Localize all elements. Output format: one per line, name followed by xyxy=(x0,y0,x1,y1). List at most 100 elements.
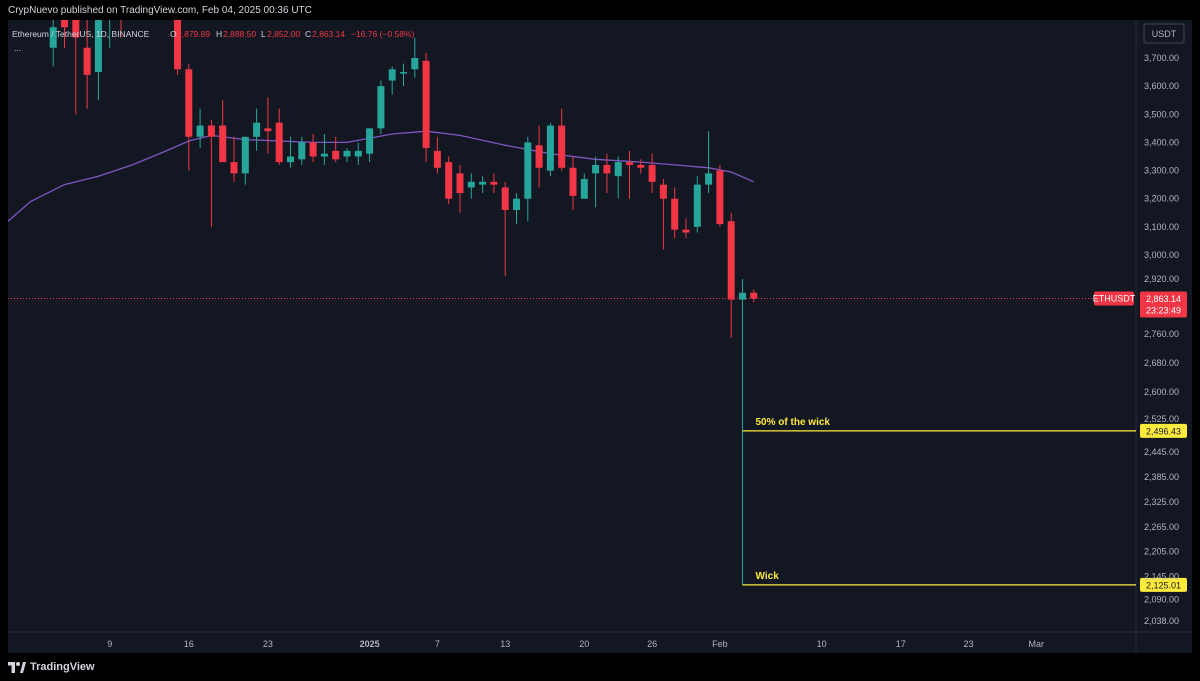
candle-body xyxy=(558,125,566,168)
candle[interactable] xyxy=(366,128,374,163)
candle[interactable] xyxy=(490,173,498,194)
candle[interactable] xyxy=(185,63,193,171)
candle-body xyxy=(705,173,713,185)
candle-body xyxy=(648,164,656,182)
candle[interactable] xyxy=(388,66,396,95)
candle[interactable] xyxy=(648,153,656,194)
candle[interactable] xyxy=(298,136,306,165)
candle[interactable] xyxy=(61,20,68,48)
candle-body xyxy=(546,125,554,171)
legend-low: 2,852.00 xyxy=(267,29,300,39)
candle-body xyxy=(535,145,543,168)
candle[interactable] xyxy=(174,20,181,75)
candle[interactable] xyxy=(705,131,713,194)
candle[interactable] xyxy=(592,156,600,208)
candle[interactable] xyxy=(603,153,611,194)
candle[interactable] xyxy=(580,173,588,199)
candle[interactable] xyxy=(535,125,543,188)
candle[interactable] xyxy=(558,108,566,171)
price-tick-label: 2,760.00 xyxy=(1144,329,1179,339)
candle[interactable] xyxy=(693,176,701,233)
chart-panel[interactable]: 50% of the wick 2,496.43 Wick 2,125.01 ETHUS… xyxy=(8,20,1192,653)
candle[interactable] xyxy=(106,20,113,48)
candles-layer[interactable] xyxy=(49,20,758,585)
candle[interactable] xyxy=(626,150,633,199)
grid xyxy=(8,20,1192,653)
candle[interactable] xyxy=(501,181,509,276)
candle-body xyxy=(626,162,633,165)
legend-high: 2,888.50 xyxy=(223,29,256,39)
price-tick-label: 2,205.00 xyxy=(1144,547,1179,557)
candle[interactable] xyxy=(94,20,102,101)
candle[interactable] xyxy=(716,164,724,227)
candle[interactable] xyxy=(320,133,328,165)
candle-body xyxy=(750,292,758,299)
price-tick-label: 2,920.00 xyxy=(1144,274,1179,284)
candle[interactable] xyxy=(411,37,419,78)
legend-symbol[interactable]: Ethereum / TetherUS, 1D, BINANCE xyxy=(12,29,150,39)
candle[interactable] xyxy=(569,156,577,210)
candle[interactable] xyxy=(241,136,249,185)
candle[interactable] xyxy=(750,289,758,303)
legend-more-button[interactable]: ... xyxy=(14,43,21,53)
annotation-price-tag xyxy=(1140,423,1187,438)
candle[interactable] xyxy=(332,136,340,163)
candle[interactable] xyxy=(524,136,532,222)
candle-body xyxy=(659,184,667,199)
price-axis[interactable]: 3,700.00 3,600.00 3,500.00 3,400.00 3,300.00… xyxy=(1144,53,1179,626)
candle[interactable] xyxy=(456,164,464,213)
candle[interactable] xyxy=(513,193,520,225)
candle-body xyxy=(185,69,193,137)
publish-header: CrypNuevo published on TradingView.com, … xyxy=(0,0,1200,20)
candle[interactable] xyxy=(739,279,746,585)
candle[interactable] xyxy=(467,173,475,199)
current-price-label: 2,863.14 xyxy=(1146,294,1181,304)
candle[interactable] xyxy=(422,52,430,163)
time-axis[interactable]: 9 16 23 2025 7 13 20 26 Feb 10 17 23 Mar xyxy=(107,639,1044,649)
candle[interactable] xyxy=(682,218,690,239)
currency-button[interactable]: USDT xyxy=(1143,23,1185,44)
candle-body xyxy=(388,69,396,81)
candle[interactable] xyxy=(433,136,441,174)
candle[interactable] xyxy=(400,63,407,87)
annotation-label: Wick xyxy=(756,571,780,582)
candle-body xyxy=(309,142,317,157)
candle[interactable] xyxy=(219,100,227,163)
candle[interactable] xyxy=(377,80,385,134)
candle[interactable] xyxy=(49,20,57,67)
time-tick-label: 13 xyxy=(500,639,510,649)
candle[interactable] xyxy=(72,20,80,115)
annotations-layer: 50% of the wick 2,496.43 Wick 2,125.01 ETHUS… xyxy=(742,291,1187,592)
countdown-label: 23:23:49 xyxy=(1146,306,1181,316)
candle[interactable] xyxy=(354,142,362,165)
candle[interactable] xyxy=(659,179,667,250)
candle[interactable] xyxy=(287,136,294,168)
footer: TradingView xyxy=(0,653,1200,681)
tradingview-logo[interactable]: TradingView xyxy=(8,661,95,673)
candle[interactable] xyxy=(264,97,272,154)
candle[interactable] xyxy=(671,187,679,239)
time-tick-label: 7 xyxy=(435,639,440,649)
candle[interactable] xyxy=(343,148,351,163)
candle[interactable] xyxy=(637,159,645,174)
candle[interactable] xyxy=(207,119,215,227)
candle[interactable] xyxy=(479,176,487,194)
candle[interactable] xyxy=(614,156,622,199)
price-tick-label: 2,385.00 xyxy=(1144,472,1179,482)
candle[interactable] xyxy=(230,136,238,182)
candle[interactable] xyxy=(546,122,554,177)
candle[interactable] xyxy=(275,108,283,165)
candle-body xyxy=(61,20,68,28)
candle[interactable] xyxy=(309,133,317,163)
price-tick-label: 3,100.00 xyxy=(1144,222,1179,232)
candle[interactable] xyxy=(83,20,91,109)
candle[interactable] xyxy=(253,108,261,151)
candle[interactable] xyxy=(445,156,453,205)
candle[interactable] xyxy=(118,20,125,38)
candle-body xyxy=(94,20,102,73)
candle[interactable] xyxy=(727,212,735,338)
candle[interactable] xyxy=(196,108,204,149)
price-chart[interactable]: 50% of the wick 2,496.43 Wick 2,125.01 ETHUS… xyxy=(8,20,1192,653)
time-tick-label: 23 xyxy=(263,639,273,649)
time-tick-label: 16 xyxy=(184,639,194,649)
